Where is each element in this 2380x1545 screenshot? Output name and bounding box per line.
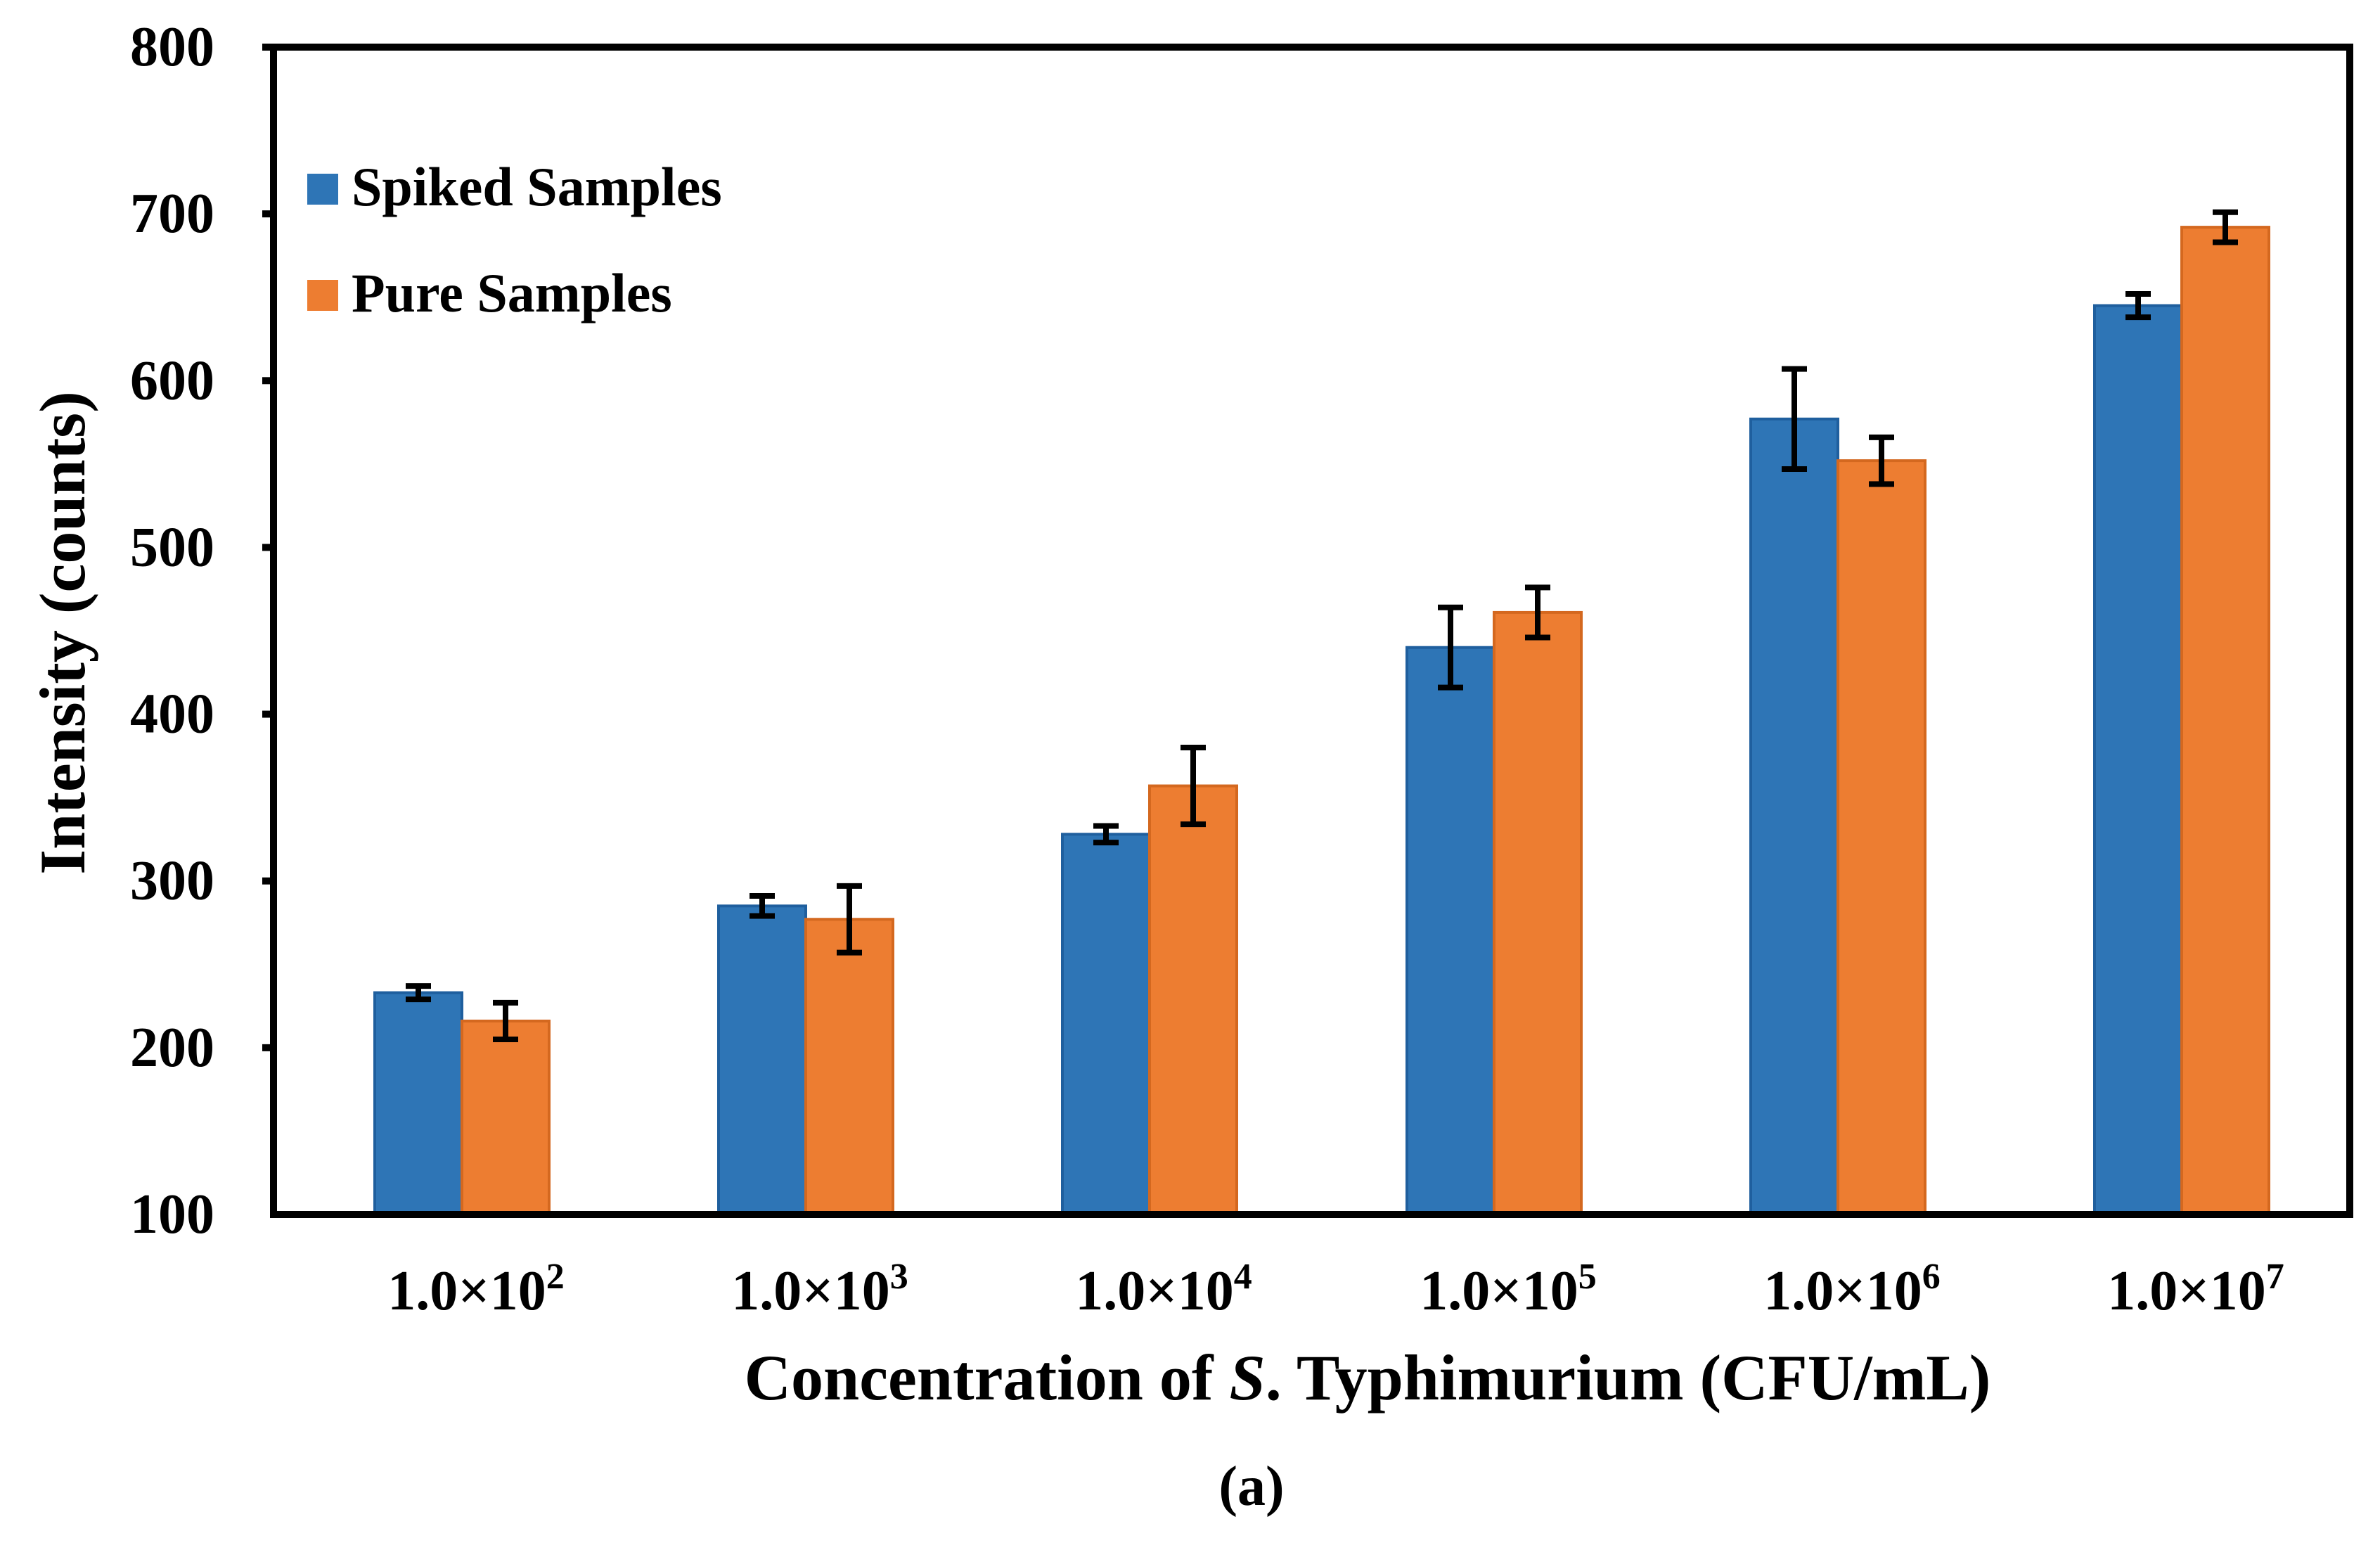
- error-bars: [406, 209, 2238, 1042]
- bar-pure-0: [461, 1019, 551, 1217]
- legend: Spiked Samples Pure Samples: [307, 156, 722, 323]
- bars: [373, 226, 2270, 1217]
- x-axis-title: Concentration of S. Typhimurium (CFU/mL): [745, 1342, 1991, 1413]
- y-tick-label: 700: [130, 183, 214, 245]
- plot-area-frame: [270, 44, 2353, 1218]
- x-category-label: 1.0×103: [731, 1257, 908, 1322]
- y-axis-title: Intensity (counts): [27, 391, 98, 874]
- legend-label-pure: Pure Samples: [352, 262, 672, 323]
- bar-pure-1: [804, 918, 894, 1217]
- x-category-label: 1.0×105: [1420, 1257, 1597, 1322]
- x-category-label: 1.0×104: [1075, 1257, 1252, 1322]
- figure-caption: (a): [1218, 1456, 1284, 1518]
- x-category-label: 1.0×102: [387, 1257, 565, 1322]
- bar-pure-3: [1493, 610, 1583, 1216]
- bar-pure-5: [2180, 226, 2270, 1217]
- legend-swatch-pure: [307, 280, 338, 311]
- x-category-label: 1.0×107: [2107, 1257, 2284, 1322]
- bar-spiked-3: [1406, 646, 1495, 1216]
- y-tick-labels: 100 200 300 400 500 600 700 800: [130, 16, 274, 1245]
- bar-pure-2: [1148, 784, 1238, 1216]
- bar-spiked-5: [2093, 304, 2183, 1217]
- x-category-labels: 1.0×102 1.0×103 1.0×104 1.0×105 1.0×106 1.0×1…: [387, 1257, 2284, 1322]
- y-tick-label: 100: [130, 1184, 214, 1245]
- y-tick-label: 500: [130, 516, 214, 578]
- bar-spiked-0: [373, 991, 463, 1216]
- legend-swatch-spiked: [307, 174, 338, 205]
- y-tick-label: 400: [130, 684, 214, 745]
- bar-spiked-4: [1749, 417, 1839, 1216]
- y-tick-label: 600: [130, 350, 214, 411]
- legend-label-spiked: Spiked Samples: [352, 156, 722, 217]
- bar-pure-4: [1837, 459, 1926, 1216]
- y-tick-label: 200: [130, 1017, 214, 1079]
- bar-spiked-2: [1061, 833, 1151, 1217]
- x-category-label: 1.0×106: [1763, 1257, 1941, 1322]
- y-tick-label: 300: [130, 850, 214, 912]
- bar-spiked-1: [717, 904, 807, 1217]
- y-tick-label: 800: [130, 16, 214, 78]
